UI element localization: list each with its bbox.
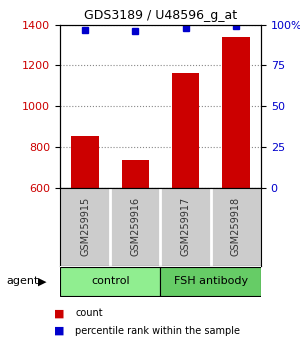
- Bar: [222, 37, 250, 188]
- Bar: [71, 136, 99, 188]
- Text: GSM259916: GSM259916: [130, 197, 140, 256]
- Text: FSH antibody: FSH antibody: [174, 276, 248, 286]
- Text: GSM259918: GSM259918: [231, 197, 241, 256]
- Text: count: count: [75, 308, 103, 318]
- Text: ■: ■: [54, 326, 64, 336]
- Text: percentile rank within the sample: percentile rank within the sample: [75, 326, 240, 336]
- Text: agent: agent: [6, 276, 38, 286]
- Text: ▶: ▶: [38, 276, 46, 286]
- Bar: [172, 73, 200, 188]
- FancyBboxPatch shape: [60, 267, 160, 296]
- Bar: [122, 160, 149, 188]
- Text: GSM259917: GSM259917: [181, 197, 190, 256]
- FancyBboxPatch shape: [160, 267, 261, 296]
- Title: GDS3189 / U48596_g_at: GDS3189 / U48596_g_at: [84, 9, 237, 22]
- Text: control: control: [91, 276, 130, 286]
- Text: ■: ■: [54, 308, 64, 318]
- Text: GSM259915: GSM259915: [80, 197, 90, 256]
